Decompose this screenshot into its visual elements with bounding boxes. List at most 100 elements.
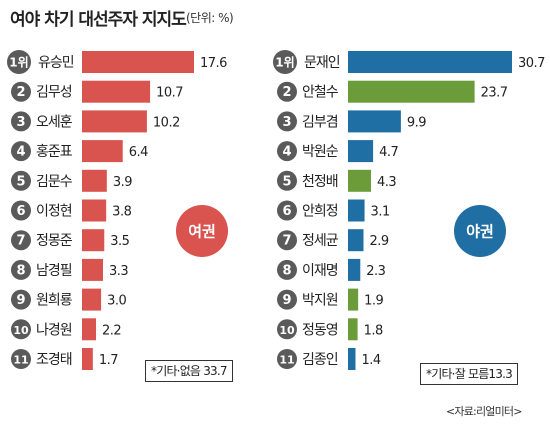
bar: [348, 288, 359, 311]
candidate-name: 정세균: [302, 233, 339, 249]
ruling-row: 4 홍준표 6.4: [11, 140, 149, 163]
rank-badge: [11, 319, 31, 340]
rank-badge: [11, 349, 31, 369]
bar: [82, 229, 105, 252]
opposition-badge: [454, 205, 506, 257]
bar: [348, 348, 356, 370]
ruling-row: 3 오세훈 10.2: [11, 110, 180, 133]
bar: [82, 288, 102, 311]
rank-badge: [11, 170, 31, 191]
rank-badge: [11, 111, 31, 132]
opposition-row: 7 정세균 2.9: [277, 229, 389, 252]
candidate-name: 정동영: [302, 322, 338, 338]
ruling-note: *기타·없음 33.7: [145, 360, 233, 382]
opposition-note: *기타·잘 모름13.3: [420, 363, 518, 385]
value-label: 2.9: [369, 234, 388, 249]
rank-badge: [277, 230, 297, 251]
rank-badge: [7, 50, 31, 74]
rank-badge: [277, 349, 297, 369]
value-label: 3.1: [371, 205, 390, 220]
candidate-name: 문재인: [304, 55, 340, 71]
rank-label: 7: [282, 234, 291, 249]
bar: [348, 169, 371, 192]
rank-label: 10: [13, 324, 29, 337]
candidate-name: 원희룡: [36, 293, 73, 309]
bar: [348, 318, 358, 341]
value-label: 2.3: [366, 264, 385, 279]
value-label: 1.4: [361, 353, 380, 368]
rank-label: 9: [282, 293, 291, 308]
value-label: 30.7: [518, 56, 545, 71]
opposition-row: 3 김부겸 9.9: [277, 110, 427, 133]
rank-badge: [277, 259, 297, 280]
bar: [348, 110, 401, 133]
bar: [82, 51, 194, 73]
candidate-name: 김무성: [36, 85, 72, 101]
bar: [82, 80, 151, 103]
value-label: 4.7: [379, 145, 398, 160]
bar: [82, 318, 96, 341]
rank-label: 4: [16, 145, 25, 160]
rank-label: 8: [16, 263, 25, 278]
rank-label: 1위: [9, 56, 28, 70]
bar: [82, 140, 123, 163]
rank-badge: [277, 170, 297, 191]
opposition-row: 6 안희정 3.1: [277, 199, 390, 222]
rank-badge: [277, 141, 297, 162]
rank-badge: [11, 200, 31, 221]
rank-label: 7: [16, 234, 25, 249]
bar: [82, 348, 93, 370]
source-label: <자료:리얼미터>: [446, 405, 522, 418]
opposition-panel: 1위 문재인 30.7 2 안철수 23.7 3 김부겸 9.9 4 박원순 4.7 5 천정배 4.3 6 안…: [273, 50, 546, 370]
candidate-name: 안철수: [302, 85, 339, 101]
ruling-panel: 1위 유승민 17.6 2 김무성 10.7 3 오세훈 10.2 4 홍준표 6.4 5 김문수 3.9 6…: [7, 50, 228, 370]
candidate-name: 조경태: [36, 352, 72, 368]
candidate-name: 남경필: [36, 263, 72, 279]
candidate-name: 안희정: [302, 204, 338, 220]
ruling-row: 1위 유승민 17.6: [7, 50, 228, 74]
value-label: 3.0: [107, 294, 126, 309]
bar: [82, 169, 107, 192]
value-label: 6.4: [129, 145, 148, 160]
rank-label: 6: [16, 204, 25, 219]
rank-label: 9: [16, 293, 25, 308]
ruling-row: 11 조경태 1.7: [11, 348, 119, 370]
ruling-row: 6 이정현 3.8: [11, 199, 132, 222]
candidate-name: 박원순: [302, 144, 339, 160]
bar: [82, 199, 107, 222]
rank-label: 6: [282, 204, 291, 219]
rank-badge: [11, 141, 31, 162]
rank-label: 3: [16, 115, 25, 130]
value-label: 1.7: [99, 353, 118, 368]
rank-label: 11: [279, 354, 294, 367]
candidate-name: 천정배: [302, 174, 338, 190]
opposition-row: 8 이재명 2.3: [277, 258, 386, 281]
candidate-name: 김부겸: [302, 114, 338, 130]
ruling-badge: [176, 205, 228, 257]
rank-label: 4: [282, 145, 291, 160]
rank-label: 8: [282, 263, 291, 278]
candidate-name: 홍준표: [36, 144, 73, 160]
candidate-name: 김종인: [302, 352, 338, 368]
value-label: 3.8: [112, 205, 131, 220]
candidate-name: 이재명: [302, 263, 338, 279]
value-label: 3.5: [110, 234, 129, 249]
candidate-name: 유승민: [38, 55, 74, 71]
opposition-row: 9 박지원 1.9: [277, 288, 384, 311]
opposition-row: 4 박원순 4.7: [277, 140, 399, 163]
value-label: 9.9: [407, 115, 426, 130]
rank-label: 5: [16, 174, 25, 189]
rank-label: 1위: [275, 56, 294, 70]
rank-badge: [277, 200, 297, 221]
rank-badge: [277, 319, 297, 340]
rank-label: 2: [16, 85, 25, 100]
opposition-row: 2 안철수 23.7: [277, 80, 508, 103]
candidate-name: 오세훈: [36, 114, 73, 130]
value-label: 1.9: [364, 294, 383, 309]
opposition-row: 10 정동영 1.8: [277, 318, 384, 341]
bar: [348, 229, 364, 252]
value-label: 10.2: [153, 115, 180, 130]
value-label: 3.3: [109, 264, 128, 279]
rank-badge: [11, 289, 31, 310]
